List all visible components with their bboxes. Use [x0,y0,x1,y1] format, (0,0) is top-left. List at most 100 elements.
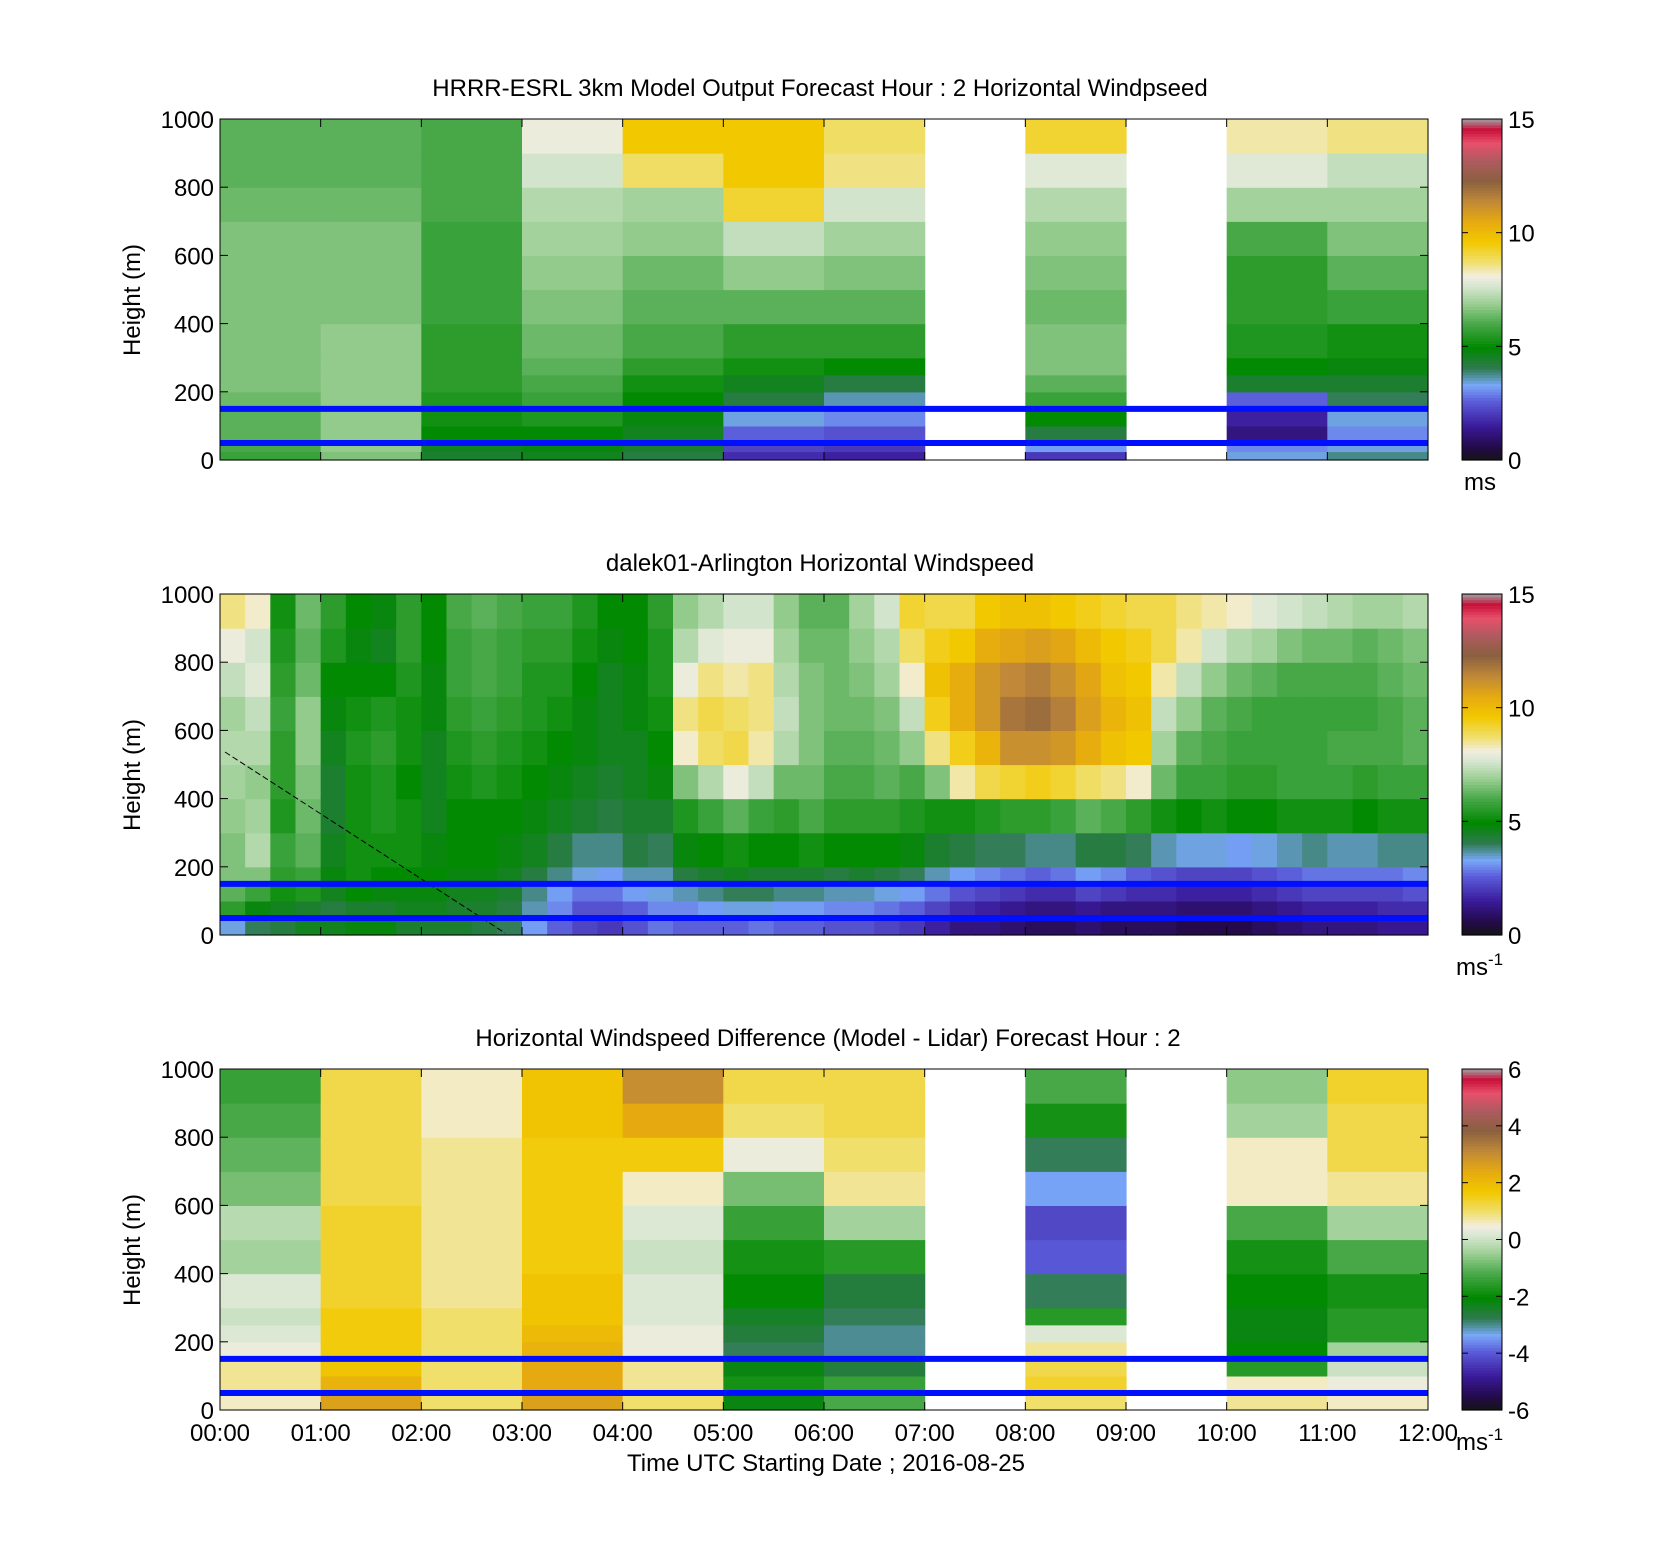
heatmap-cell [622,1239,724,1275]
heatmap-cell [698,628,724,663]
heatmap-cell [522,900,548,919]
heatmap-cell [647,798,674,834]
colorbar-swatch [1462,155,1502,160]
heatmap-cell [874,696,901,731]
heatmap-cell [1075,764,1102,800]
heatmap-cell [924,696,951,731]
colorbar-swatch [1462,158,1502,163]
heatmap-cell [421,1273,523,1309]
heatmap-cell [1126,764,1152,800]
colorbar-swatch [1462,1381,1502,1386]
colorbar-tick-label: -4 [1508,1341,1529,1368]
heatmap-cell [824,832,850,868]
heatmap-cell [824,1137,926,1172]
heatmap-cell [446,730,473,766]
x-tick-label: 05:00 [693,1420,753,1447]
colorbar-swatch [1462,1253,1502,1258]
heatmap-cell [320,408,422,427]
colorbar-swatch [1462,849,1502,854]
colorbar-swatch [1462,1341,1502,1346]
heatmap-cell [1302,832,1328,868]
heatmap-cell [345,798,372,834]
colorbar-swatch [1462,121,1502,126]
heatmap-cell [824,1307,926,1326]
heatmap-cell [320,289,422,325]
colorbar-swatch [1462,863,1502,868]
colorbar-swatch [1462,716,1502,720]
heatmap-cell [723,1273,825,1309]
colorbar-swatch [1462,1191,1502,1195]
heatmap-cell [1251,628,1278,663]
x-tick-label: 04:00 [593,1420,653,1447]
y-tick-label: 1000 [161,1057,214,1084]
heatmap-cell [471,662,498,697]
heatmap-cell [1025,1239,1127,1275]
colorbar-swatch [1462,246,1502,251]
heatmap-cell [1025,594,1052,629]
heatmap-cell [622,696,649,731]
colorbar-swatch [1462,1114,1502,1118]
colorbar-swatch [1462,906,1502,911]
heatmap-cell [1226,1205,1328,1241]
colorbar-swatch [1462,829,1502,834]
heatmap-cell [522,883,548,902]
heatmap-cell [1025,917,1052,936]
heatmap-cell [1226,408,1328,427]
heatmap-cell [723,119,825,154]
heatmap-cell [320,1341,422,1360]
heatmap-cell [673,883,699,902]
heatmap-cell [698,696,724,731]
heatmap-cell [1075,730,1102,766]
heatmap-cell [824,1103,926,1138]
colorbar-swatch [1462,190,1502,194]
colorbar-swatch [1462,807,1502,811]
heatmap-cell [547,883,573,902]
colorbar-swatch [1462,417,1502,421]
colorbar-frame [1461,593,1503,936]
colorbar-swatch [1462,667,1502,672]
heatmap-cell [924,662,951,697]
heatmap-cell [522,442,624,453]
heatmap-cell [949,900,976,919]
colorbar-swatch [1462,184,1502,188]
heatmap-cell [1226,119,1328,154]
heatmap-cell [1327,1239,1429,1275]
heatmap-cell [849,866,875,885]
heatmap-cell [371,662,397,697]
colorbar-swatch [1462,778,1502,783]
colorbar-swatch [1462,172,1502,177]
heatmap-cell [1327,1324,1429,1343]
heatmap-cell [371,866,397,885]
heatmap-cell [421,1069,523,1104]
heatmap-cell [673,662,699,697]
heatmap-cell [522,187,624,222]
heatmap-cell [723,628,750,663]
heatmap-cell [824,1239,926,1275]
heatmap-cell [1201,832,1228,868]
colorbar-unit: ms-1 [1456,950,1503,981]
heatmap-cell [1226,662,1253,697]
colorbar-swatch [1462,1134,1502,1138]
heatmap-cell [1075,696,1102,731]
heatmap-cell [1025,1069,1127,1104]
heatmap-cell [673,764,699,800]
heatmap-cell [597,594,624,629]
heatmap-cell [1100,628,1127,663]
heatmap-cell [824,119,926,154]
heatmap-cell [824,883,850,902]
heatmap-cell [1402,696,1429,731]
heatmap-cell [723,696,750,731]
heatmap-cell [1025,1358,1127,1377]
heatmap-cell [1402,764,1429,800]
colorbar-swatch [1462,1353,1502,1357]
heatmap-cell [295,883,322,902]
colorbar-swatch [1462,403,1502,407]
colorbar-swatch [1462,1373,1502,1377]
heatmap-cell [673,696,699,731]
reference-lines [220,880,1428,921]
heatmap-cell [824,1392,926,1411]
colorbar-swatch [1462,377,1502,382]
x-tick-label: 12:00 [1398,1420,1458,1447]
heatmap-cell [647,883,674,902]
